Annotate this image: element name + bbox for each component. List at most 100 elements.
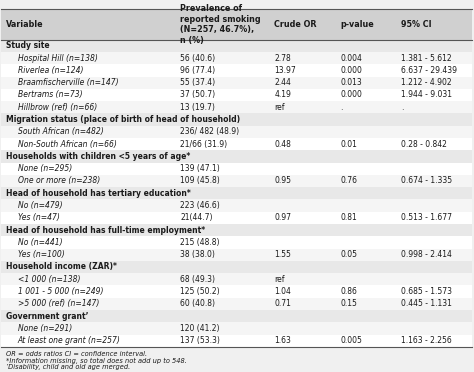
FancyBboxPatch shape bbox=[1, 126, 472, 138]
Text: Variable: Variable bbox=[6, 20, 44, 29]
Text: 1.04: 1.04 bbox=[274, 287, 291, 296]
Text: 55 (37.4): 55 (37.4) bbox=[180, 78, 215, 87]
Text: Study site: Study site bbox=[6, 41, 50, 50]
Text: 13 (19.7): 13 (19.7) bbox=[180, 103, 215, 112]
FancyBboxPatch shape bbox=[1, 273, 472, 285]
FancyBboxPatch shape bbox=[1, 285, 472, 298]
Text: OR = odds ratios CI = confidence interval.: OR = odds ratios CI = confidence interva… bbox=[6, 351, 147, 357]
Text: .: . bbox=[401, 103, 403, 112]
FancyBboxPatch shape bbox=[1, 163, 472, 175]
Text: Yes (n=47): Yes (n=47) bbox=[18, 214, 60, 222]
Text: Braamfischerville (n=147): Braamfischerville (n=147) bbox=[18, 78, 118, 87]
Text: 0.674 - 1.335: 0.674 - 1.335 bbox=[401, 176, 452, 186]
Text: 1.212 - 4.902: 1.212 - 4.902 bbox=[401, 78, 452, 87]
Text: 0.685 - 1.573: 0.685 - 1.573 bbox=[401, 287, 452, 296]
FancyBboxPatch shape bbox=[1, 175, 472, 187]
Text: 68 (49.3): 68 (49.3) bbox=[180, 275, 215, 284]
Text: 6.637 - 29.439: 6.637 - 29.439 bbox=[401, 66, 457, 75]
Text: 38 (38.0): 38 (38.0) bbox=[180, 250, 215, 259]
Text: Head of household has full-time employment*: Head of household has full-time employme… bbox=[6, 226, 205, 235]
FancyBboxPatch shape bbox=[1, 101, 472, 113]
Text: 215 (48.8): 215 (48.8) bbox=[180, 238, 219, 247]
Text: 0.000: 0.000 bbox=[340, 90, 362, 99]
Text: 0.71: 0.71 bbox=[274, 299, 291, 308]
Text: One or more (n=238): One or more (n=238) bbox=[18, 176, 100, 186]
Text: 0.28 - 0.842: 0.28 - 0.842 bbox=[401, 140, 447, 149]
FancyBboxPatch shape bbox=[1, 9, 472, 40]
Text: 120 (41.2): 120 (41.2) bbox=[180, 324, 219, 333]
Text: No (n=479): No (n=479) bbox=[18, 201, 63, 210]
Text: 0.95: 0.95 bbox=[274, 176, 291, 186]
Text: 0.998 - 2.414: 0.998 - 2.414 bbox=[401, 250, 452, 259]
Text: 0.97: 0.97 bbox=[274, 214, 291, 222]
Text: 0.005: 0.005 bbox=[340, 336, 362, 345]
Text: Crude OR: Crude OR bbox=[274, 20, 317, 29]
Text: ref: ref bbox=[274, 103, 285, 112]
Text: 1.63: 1.63 bbox=[274, 336, 291, 345]
Text: 21/66 (31.9): 21/66 (31.9) bbox=[180, 140, 227, 149]
Text: ’Disability, child and old age merged.: ’Disability, child and old age merged. bbox=[6, 364, 130, 370]
Text: None (n=291): None (n=291) bbox=[18, 324, 72, 333]
Text: Migration status (place of birth of head of household): Migration status (place of birth of head… bbox=[6, 115, 240, 124]
Text: Bertrams (n=73): Bertrams (n=73) bbox=[18, 90, 82, 99]
Text: 1 001 - 5 000 (n=249): 1 001 - 5 000 (n=249) bbox=[18, 287, 103, 296]
Text: .: . bbox=[340, 103, 342, 112]
Text: Households with children <5 years of age*: Households with children <5 years of age… bbox=[6, 152, 191, 161]
Text: 56 (40.6): 56 (40.6) bbox=[180, 54, 215, 62]
Text: At least one grant (n=257): At least one grant (n=257) bbox=[18, 336, 121, 345]
Text: 0.013: 0.013 bbox=[340, 78, 362, 87]
FancyBboxPatch shape bbox=[1, 322, 472, 334]
FancyBboxPatch shape bbox=[1, 261, 472, 273]
FancyBboxPatch shape bbox=[1, 199, 472, 212]
FancyBboxPatch shape bbox=[1, 40, 472, 52]
Text: 0.000: 0.000 bbox=[340, 66, 362, 75]
FancyBboxPatch shape bbox=[1, 334, 472, 347]
Text: 125 (50.2): 125 (50.2) bbox=[180, 287, 220, 296]
FancyBboxPatch shape bbox=[1, 187, 472, 199]
Text: p-value: p-value bbox=[340, 20, 374, 29]
Text: Riverlea (n=124): Riverlea (n=124) bbox=[18, 66, 83, 75]
FancyBboxPatch shape bbox=[1, 224, 472, 236]
Text: 236/ 482 (48.9): 236/ 482 (48.9) bbox=[180, 127, 239, 136]
Text: Household income (ZAR)*: Household income (ZAR)* bbox=[6, 263, 117, 272]
Text: 95% CI: 95% CI bbox=[401, 20, 432, 29]
Text: 223 (46.6): 223 (46.6) bbox=[180, 201, 220, 210]
FancyBboxPatch shape bbox=[1, 248, 472, 261]
Text: 0.05: 0.05 bbox=[340, 250, 357, 259]
Text: 0.004: 0.004 bbox=[340, 54, 362, 62]
Text: South African (n=482): South African (n=482) bbox=[18, 127, 104, 136]
FancyBboxPatch shape bbox=[1, 310, 472, 322]
Text: 60 (40.8): 60 (40.8) bbox=[180, 299, 215, 308]
Text: No (n=441): No (n=441) bbox=[18, 238, 63, 247]
Text: 1.944 - 9.031: 1.944 - 9.031 bbox=[401, 90, 452, 99]
Text: 21(44.7): 21(44.7) bbox=[180, 214, 213, 222]
Text: Hospital Hill (n=138): Hospital Hill (n=138) bbox=[18, 54, 98, 62]
Text: 4.19: 4.19 bbox=[274, 90, 291, 99]
FancyBboxPatch shape bbox=[1, 89, 472, 101]
FancyBboxPatch shape bbox=[1, 113, 472, 126]
FancyBboxPatch shape bbox=[1, 212, 472, 224]
FancyBboxPatch shape bbox=[1, 150, 472, 163]
Text: >5 000 (ref) (n=147): >5 000 (ref) (n=147) bbox=[18, 299, 99, 308]
FancyBboxPatch shape bbox=[1, 298, 472, 310]
Text: 0.445 - 1.131: 0.445 - 1.131 bbox=[401, 299, 452, 308]
Text: 37 (50.7): 37 (50.7) bbox=[180, 90, 215, 99]
Text: <1 000 (n=138): <1 000 (n=138) bbox=[18, 275, 81, 284]
Text: Non-South African (n=66): Non-South African (n=66) bbox=[18, 140, 117, 149]
Text: 2.44: 2.44 bbox=[274, 78, 291, 87]
Text: 13.97: 13.97 bbox=[274, 66, 296, 75]
Text: ref: ref bbox=[274, 275, 285, 284]
Text: Head of household has tertiary education*: Head of household has tertiary education… bbox=[6, 189, 191, 198]
Text: 2.78: 2.78 bbox=[274, 54, 291, 62]
Text: 137 (53.3): 137 (53.3) bbox=[180, 336, 220, 345]
Text: 1.55: 1.55 bbox=[274, 250, 291, 259]
FancyBboxPatch shape bbox=[1, 52, 472, 64]
FancyBboxPatch shape bbox=[1, 77, 472, 89]
FancyBboxPatch shape bbox=[1, 236, 472, 248]
Text: *Information missing, so total does not add up to 548.: *Information missing, so total does not … bbox=[6, 357, 187, 364]
FancyBboxPatch shape bbox=[1, 138, 472, 150]
Text: 0.15: 0.15 bbox=[340, 299, 357, 308]
Text: Yes (n=100): Yes (n=100) bbox=[18, 250, 64, 259]
Text: 0.48: 0.48 bbox=[274, 140, 291, 149]
Text: Government grant’: Government grant’ bbox=[6, 312, 89, 321]
